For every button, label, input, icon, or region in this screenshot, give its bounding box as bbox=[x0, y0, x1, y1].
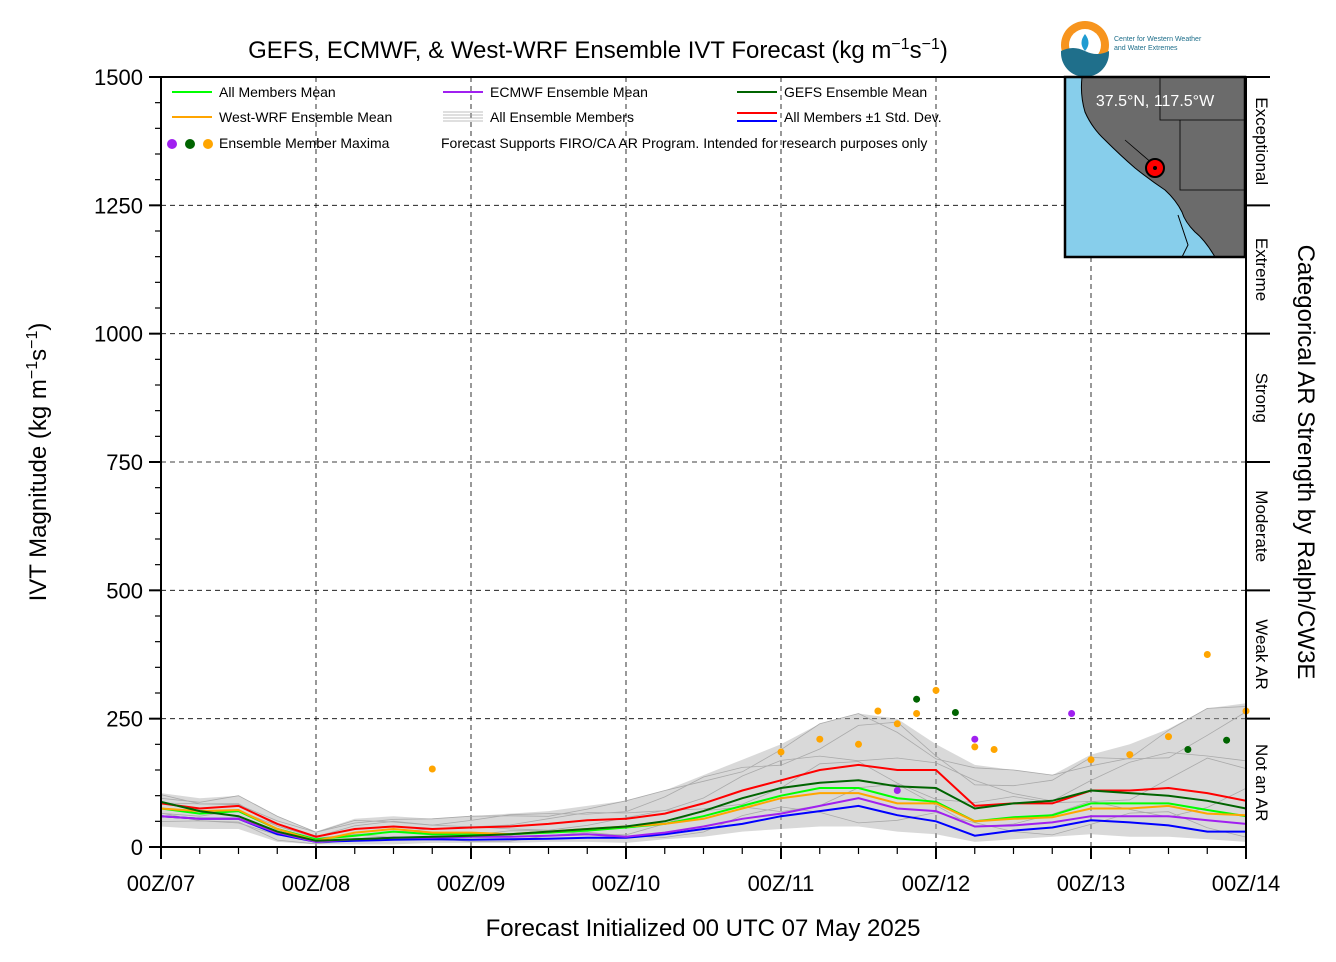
member-envelope bbox=[161, 703, 1246, 845]
series-lines bbox=[161, 763, 1246, 843]
ensemble-member-line bbox=[161, 706, 1246, 833]
maxima-point bbox=[855, 740, 862, 748]
logo-line2: and Water Extremes bbox=[1114, 45, 1178, 52]
maxima-point bbox=[932, 686, 940, 694]
maxima-point bbox=[1165, 733, 1172, 741]
legend-all-members-mean: All Members Mean bbox=[219, 84, 336, 100]
maxima-point bbox=[913, 695, 921, 703]
x-tick-label: 00Z/08 bbox=[282, 871, 351, 896]
category-label: Strong bbox=[1252, 373, 1271, 423]
x-tick-label: 00Z/09 bbox=[437, 871, 506, 896]
y-axis: 0 250 500 750 1000 1250 1500 bbox=[94, 65, 161, 860]
y-tick-label: 0 bbox=[131, 835, 143, 860]
x-tick-label: 00Z/14 bbox=[1212, 871, 1281, 896]
series-line-gefs-ensemble-mean bbox=[161, 779, 1246, 842]
ensemble-member-line bbox=[161, 752, 1246, 838]
legend-note: Forecast Supports FIRO/CA AR Program. In… bbox=[441, 135, 927, 151]
right-axis-label: Categorical AR Strength by Ralph/CW3E bbox=[1292, 245, 1319, 680]
y-tick-label: 750 bbox=[106, 450, 143, 475]
map-coordinates: 37.5°N, 117.5°W bbox=[1096, 93, 1215, 110]
category-label: Not an AR bbox=[1252, 744, 1271, 822]
series-line-west-wrf-ensemble-mean bbox=[161, 792, 1246, 842]
maxima-point bbox=[1184, 746, 1192, 753]
member-envelope-area bbox=[161, 703, 1246, 845]
x-axis: 00Z/07 00Z/08 00Z/09 00Z/10 00Z/11 00Z/12 00Z/… bbox=[127, 847, 1281, 896]
y-tick-label: 1500 bbox=[94, 65, 143, 90]
category-label: Weak AR bbox=[1252, 619, 1271, 690]
maxima-point bbox=[1223, 736, 1231, 744]
chart-title: GEFS, ECMWF, & West-WRF Ensemble IVT For… bbox=[248, 36, 948, 64]
maxima-point bbox=[951, 709, 959, 716]
y-tick-label: 250 bbox=[106, 707, 143, 732]
series-line-all-members-mean bbox=[161, 787, 1246, 841]
legend-maxima: Ensemble Member Maxima bbox=[219, 135, 390, 151]
grid-lines bbox=[161, 77, 1246, 847]
series-line-all-members-1-std-dev- bbox=[161, 763, 1246, 838]
maxima-point bbox=[893, 787, 901, 794]
legend: All Members Mean ECMWF Ensemble Mean GEF… bbox=[167, 84, 942, 151]
maxima-point bbox=[874, 707, 882, 715]
x-tick-label: 00Z/07 bbox=[127, 871, 196, 896]
maxima-point bbox=[1087, 756, 1095, 764]
location-map-inset: 37.5°N, 117.5°W bbox=[1063, 75, 1247, 259]
legend-westwrf-mean: West-WRF Ensemble Mean bbox=[219, 109, 392, 125]
x-tick-label: 00Z/11 bbox=[748, 871, 815, 896]
category-label: Moderate bbox=[1252, 490, 1271, 562]
legend-ecmwf-mean: ECMWF Ensemble Mean bbox=[490, 84, 648, 100]
legend-all-members: All Ensemble Members bbox=[490, 109, 634, 125]
y-tick-label: 1000 bbox=[94, 322, 143, 347]
x-axis-label: Forecast Initialized 00 UTC 07 May 2025 bbox=[486, 915, 921, 942]
ensemble-member-line bbox=[161, 711, 1246, 833]
maxima-point bbox=[913, 710, 921, 717]
y-tick-label: 500 bbox=[106, 578, 143, 603]
legend-std-dev: All Members ±1 Std. Dev. bbox=[784, 109, 942, 125]
member-maxima bbox=[428, 651, 1250, 794]
maxima-point bbox=[816, 735, 824, 743]
category-label: Extreme bbox=[1252, 238, 1271, 301]
logo-line1: Center for Western Weather bbox=[1114, 36, 1202, 43]
maxima-point bbox=[1203, 651, 1211, 658]
y-tick-label: 1250 bbox=[94, 193, 143, 218]
maxima-point bbox=[1126, 751, 1134, 759]
maxima-point bbox=[971, 743, 979, 751]
x-tick-label: 00Z/12 bbox=[902, 871, 971, 896]
maxima-point bbox=[990, 746, 998, 753]
maxima-point bbox=[428, 765, 436, 773]
legend-gefs-mean: GEFS Ensemble Mean bbox=[784, 84, 927, 100]
category-label: Exceptional bbox=[1252, 97, 1271, 185]
y-axis-label: IVT Magnitude (kg m−1s−1) bbox=[24, 323, 52, 602]
maxima-point bbox=[971, 735, 979, 743]
maxima-point bbox=[893, 720, 901, 728]
category-axis: Not an AR Weak AR Moderate Strong Extreme Exc… bbox=[1246, 76, 1271, 822]
x-tick-label: 00Z/10 bbox=[592, 871, 661, 896]
maxima-point bbox=[777, 748, 785, 756]
x-tick-label: 00Z/13 bbox=[1057, 871, 1126, 896]
maxima-point bbox=[1068, 710, 1076, 717]
cw3e-logo bbox=[1061, 21, 1109, 77]
